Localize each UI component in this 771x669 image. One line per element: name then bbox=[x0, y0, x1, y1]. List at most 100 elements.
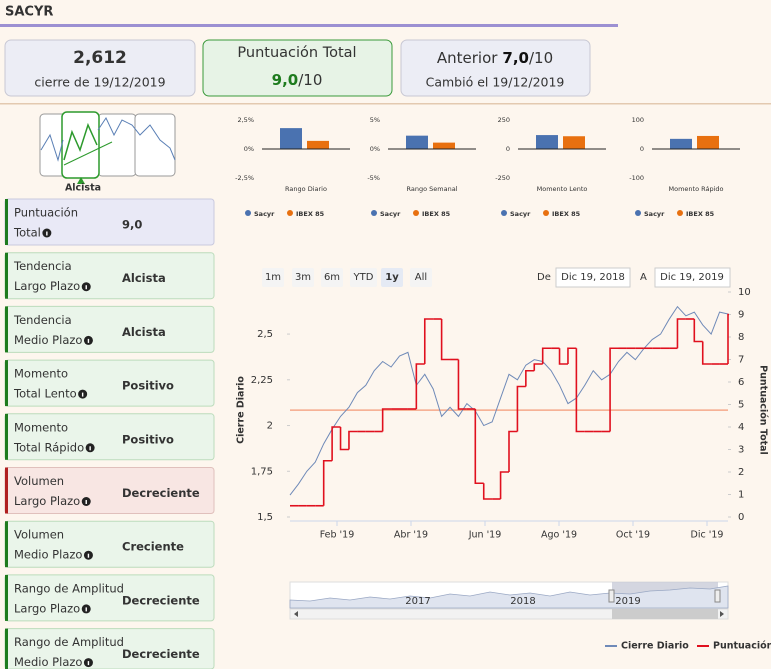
y2-tick-label: 6 bbox=[738, 377, 744, 388]
range-button-label: All bbox=[415, 272, 427, 283]
score-step bbox=[482, 483, 493, 500]
legend-marker bbox=[245, 210, 251, 216]
score-step bbox=[457, 359, 467, 410]
previous-value: 7,0 bbox=[502, 49, 529, 67]
navigator bbox=[289, 581, 729, 620]
y-tick-label: -250 bbox=[495, 174, 510, 182]
indicator-value: Alcista bbox=[122, 271, 166, 285]
y-tick-label: 100 bbox=[632, 116, 644, 124]
y-tick-label: 250 bbox=[498, 116, 510, 124]
y2-axis-title: Puntuación Total bbox=[758, 365, 769, 455]
legend-label: IBEX 85 bbox=[552, 210, 581, 218]
x-tick-label: Jun '19 bbox=[468, 530, 502, 541]
score-step bbox=[322, 459, 333, 506]
legend-label: IBEX 85 bbox=[422, 210, 451, 218]
previous-suffix: /10 bbox=[529, 49, 553, 67]
score-step bbox=[525, 369, 535, 387]
trend-icon bbox=[39, 111, 176, 184]
range-button[interactable] bbox=[410, 268, 432, 287]
y2-tick-label: 5 bbox=[738, 400, 744, 411]
indicator-value: 9,0 bbox=[122, 218, 142, 232]
indicator-label: Total Lento bbox=[13, 387, 77, 401]
score-title: Puntuación Total bbox=[237, 45, 356, 61]
score-step bbox=[693, 319, 703, 343]
y2-tick-label: 8 bbox=[738, 332, 744, 343]
score-step bbox=[567, 347, 577, 364]
range-button-label: 1m bbox=[265, 272, 281, 283]
indicator-label: Rango de Amplitud bbox=[14, 581, 124, 595]
bar bbox=[670, 138, 692, 149]
legend-label: Sacyr bbox=[254, 210, 275, 218]
range-button-label: 6m bbox=[324, 272, 340, 283]
legend-marker bbox=[635, 210, 641, 216]
navigator-label: 2018 bbox=[510, 596, 535, 607]
range-button[interactable] bbox=[292, 268, 314, 287]
date-input[interactable] bbox=[654, 267, 731, 288]
mini-chart-title: Momento Lento bbox=[537, 185, 588, 193]
score-step bbox=[558, 348, 568, 365]
y-tick-label: -5% bbox=[367, 174, 380, 182]
y-tick-label: 0% bbox=[244, 145, 254, 153]
indicator-label: Volumen bbox=[14, 474, 64, 488]
indicator-label: Medio Plazo bbox=[14, 548, 82, 562]
range-button-label: 1y bbox=[385, 272, 399, 283]
y2-tick-label: 1 bbox=[738, 490, 744, 501]
header-title: SACYR bbox=[5, 5, 53, 20]
close-line bbox=[289, 305, 729, 496]
x-tick-label: Dic '19 bbox=[691, 530, 724, 541]
range-button[interactable] bbox=[321, 268, 343, 287]
y-tick-label: -2,5% bbox=[235, 174, 254, 182]
x-tick-label: Abr '19 bbox=[394, 530, 428, 541]
navigator-label: 2019 bbox=[615, 596, 640, 607]
indicator-value: Decreciente bbox=[122, 647, 200, 661]
y-tick-label: 5% bbox=[370, 116, 380, 124]
trend-label: Alcista bbox=[65, 183, 101, 194]
legend-label: Sacyr bbox=[644, 210, 665, 218]
score-step bbox=[423, 318, 434, 364]
range-button[interactable] bbox=[262, 268, 284, 287]
indicator-label: Volumen bbox=[14, 528, 64, 542]
date-input[interactable] bbox=[555, 267, 631, 288]
indicator-label: Total bbox=[13, 226, 41, 240]
indicator-value: Positivo bbox=[122, 432, 174, 446]
legend-label: Cierre Diario bbox=[621, 641, 689, 652]
indicator-label: Puntuación bbox=[14, 206, 78, 220]
legend-marker bbox=[677, 210, 683, 216]
score-step bbox=[381, 408, 392, 432]
y2-tick-label: 0 bbox=[738, 512, 744, 523]
score-step bbox=[575, 348, 585, 433]
mini-chart-title: Rango Diario bbox=[285, 185, 327, 193]
info-icon-mark bbox=[81, 392, 84, 397]
legend-marker bbox=[371, 210, 377, 216]
x-tick-label: Feb '19 bbox=[320, 530, 355, 541]
indicator-label: Medio Plazo bbox=[14, 333, 82, 347]
score-step bbox=[339, 427, 349, 451]
bar bbox=[280, 128, 302, 149]
indicator-accent bbox=[5, 413, 8, 460]
score-step bbox=[516, 385, 526, 432]
legend-label: Puntuación bbox=[713, 641, 771, 652]
card bbox=[4, 39, 196, 97]
info-icon-mark bbox=[87, 338, 90, 343]
indicator-label: Largo Plazo bbox=[14, 279, 80, 293]
indicator-accent bbox=[5, 252, 8, 299]
range-button[interactable] bbox=[350, 268, 377, 287]
legend-marker bbox=[413, 210, 419, 216]
score-step bbox=[508, 430, 518, 472]
score-value: 9,0/10 bbox=[272, 71, 323, 89]
indicator-label: Largo Plazo bbox=[14, 601, 80, 615]
score-step bbox=[727, 313, 729, 364]
legend-marker bbox=[287, 210, 293, 216]
bar bbox=[406, 135, 428, 149]
legend-label: IBEX 85 bbox=[296, 210, 325, 218]
from-label: De bbox=[537, 272, 551, 283]
bar bbox=[563, 136, 585, 149]
to-date: Dic 19, 2019 bbox=[660, 272, 724, 283]
y-tick-label: 1,5 bbox=[257, 512, 273, 523]
y-tick-label: 2,5 bbox=[257, 329, 273, 340]
range-button[interactable] bbox=[381, 268, 403, 287]
indicator-label: Total Rápido bbox=[13, 440, 84, 454]
previous-prefix: Anterior bbox=[437, 49, 498, 67]
y-tick-label: 2 bbox=[267, 421, 273, 432]
